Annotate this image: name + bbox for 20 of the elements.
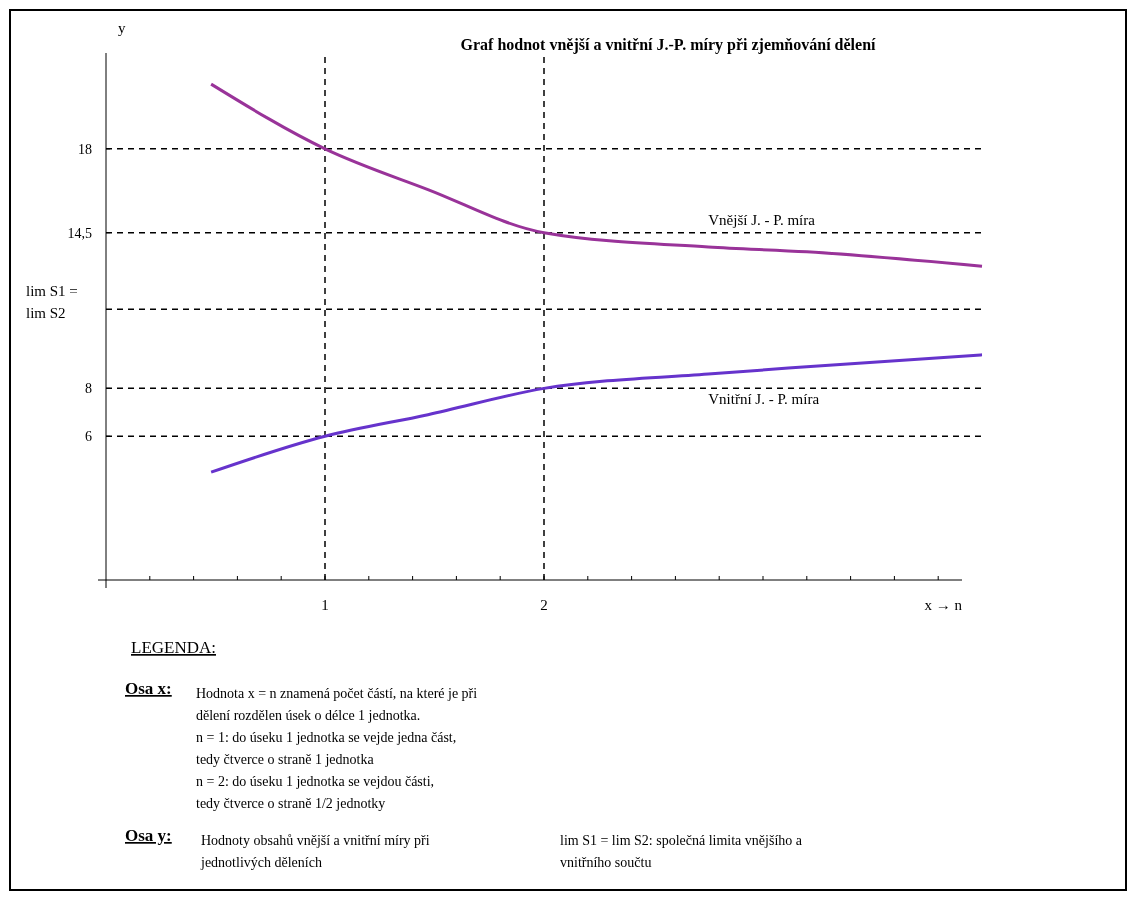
y-tick-label: 6 <box>85 429 92 445</box>
chart-title: Graf hodnot vnější a vnitřní J.-P. míry při zjemňování dělení <box>460 36 877 54</box>
y-tick-label: 14,5 <box>67 225 92 241</box>
y-tick-label: 18 <box>78 141 92 157</box>
y-tick-label: 8 <box>85 381 92 397</box>
ref-line-label: lim S1 = lim S2 <box>26 283 78 322</box>
line-series <box>209 353 984 474</box>
text: lim S1 = lim S2: společná limita vnějšího a vnitřního součtu <box>560 833 803 870</box>
text: Hodnoty obsahů vnější a vnitřní míry při jednotlivých děleních <box>200 833 430 870</box>
text: Osa x: <box>125 679 172 698</box>
y-axis-title: y <box>118 20 126 36</box>
text: Osa y: <box>125 826 172 845</box>
x-axis-title: x → n <box>924 597 963 613</box>
series-label: Vnitřní J. - P. míra <box>708 390 820 407</box>
x-tick-label: 1 <box>321 597 329 613</box>
text: LEGENDA: <box>131 638 216 657</box>
line-series <box>209 82 984 268</box>
x-tick-label: 2 <box>540 597 548 613</box>
text: Hodnota x = n znamená počet částí, na které je při dělení rozdělen úsek o délce 1 jednotka. n = 1: do úseku 1 jednotka se vejde jedna část, tedy čtverce o straně 1 jednotka n = 2: do úseku 1 jednotka se vejdou části, tedy čtverce o straně 1/2 jednotky <box>196 686 478 811</box>
series-label: Vnější J. - P. míra <box>708 212 816 229</box>
